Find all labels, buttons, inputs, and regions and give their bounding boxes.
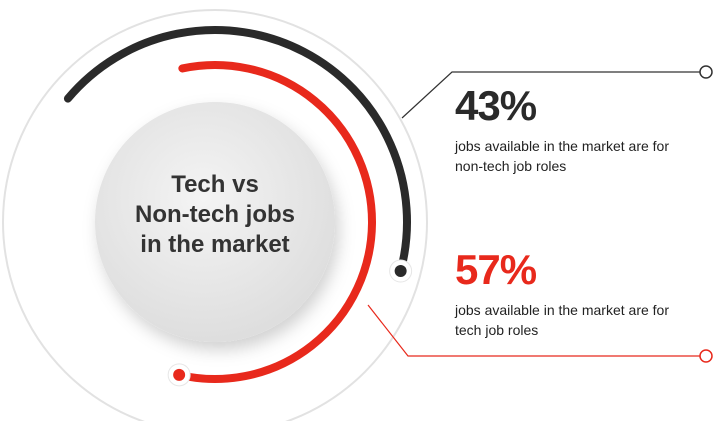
arc-end-dot [173, 368, 186, 381]
arc [63, 26, 411, 276]
connector [401, 71, 700, 119]
title-line: in the market [140, 231, 289, 258]
legend-text: jobs available in the market are for non… [455, 138, 669, 174]
outer-ring [2, 9, 428, 421]
connector-end [699, 349, 713, 363]
legend-text: jobs available in the market are for tec… [455, 302, 669, 338]
connector-end [699, 65, 713, 79]
title-line: Non-tech jobs [135, 201, 295, 228]
arc-end-dot [394, 265, 407, 278]
value-label: 57% [455, 246, 537, 293]
value-label: 43% [455, 82, 537, 129]
center-disc [95, 102, 335, 342]
arc [175, 61, 376, 383]
title-line: Tech vs [171, 171, 259, 198]
connector [367, 304, 700, 357]
